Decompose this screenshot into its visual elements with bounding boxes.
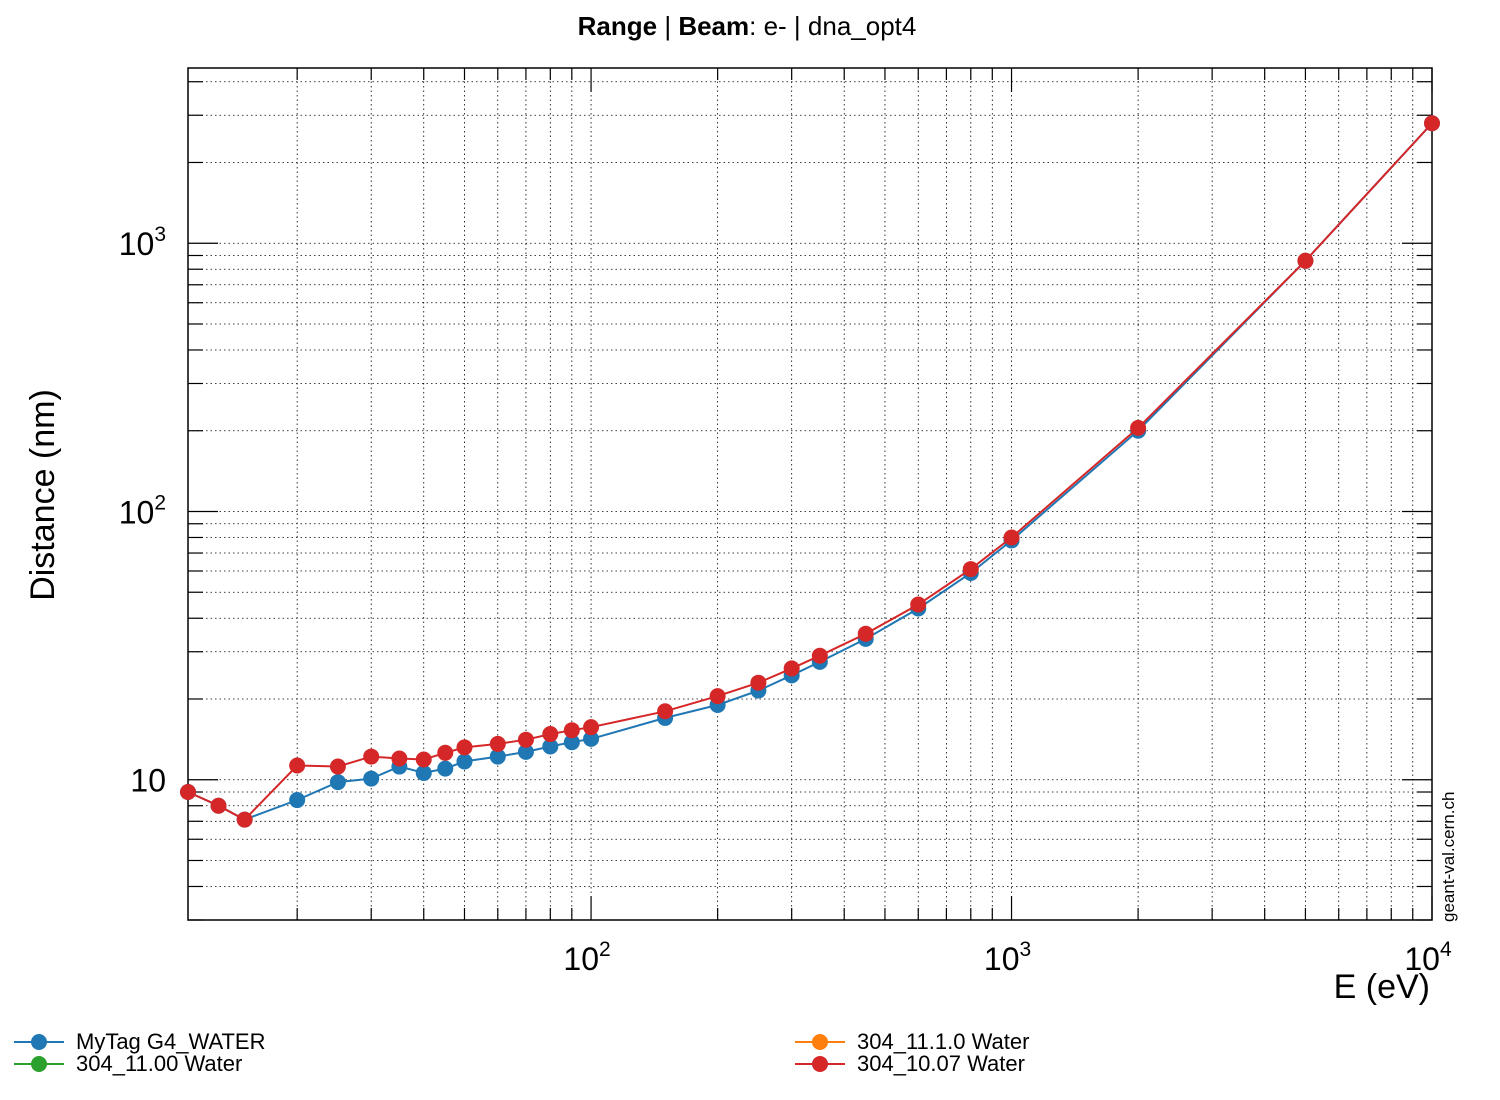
title-range: Range: [578, 11, 657, 41]
legend-label: MyTag G4_WATER: [76, 1029, 265, 1054]
data-point: [1297, 252, 1314, 269]
title-rest: : e- | dna_opt4: [749, 11, 916, 41]
data-point: [910, 596, 927, 613]
data-point: [583, 730, 600, 747]
title-beam: Beam: [678, 11, 749, 41]
data-point: [517, 731, 534, 748]
legend-marker: [812, 1034, 828, 1050]
chart-title: Range | Beam: e- | dna_opt4: [578, 11, 917, 41]
series-0: [180, 115, 1440, 828]
legend-item: 304_10.07 Water: [795, 1051, 1025, 1076]
data-point: [1130, 419, 1147, 436]
data-point: [456, 753, 473, 770]
y-tick-label: 102: [119, 491, 166, 530]
y-axis-label: Distance (nm): [24, 389, 62, 601]
data-point: [583, 719, 600, 736]
y-tick-label: 10: [130, 763, 166, 799]
data-point: [542, 726, 559, 743]
data-point: [563, 722, 580, 739]
tick-labels: 102 103 104 10 102 103: [119, 223, 1452, 977]
legend-marker: [31, 1056, 47, 1072]
data-point: [1003, 529, 1020, 546]
data-point: [391, 750, 408, 767]
data-point: [210, 797, 227, 814]
title-separator: |: [657, 11, 678, 41]
data-point: [811, 647, 828, 664]
legend-item: 304_11.00 Water: [14, 1051, 242, 1076]
data-point: [563, 734, 580, 751]
legend-marker: [812, 1056, 828, 1072]
data-point: [329, 774, 346, 791]
series: [180, 115, 1440, 828]
data-point: [437, 744, 454, 761]
data-point: [363, 748, 380, 765]
data-point: [1424, 115, 1440, 132]
data-point: [363, 770, 380, 787]
data-point: [489, 748, 506, 765]
data-point: [456, 739, 473, 756]
plot-frame: [187, 67, 1433, 921]
series-line: [187, 122, 1433, 821]
data-point: [783, 660, 800, 677]
data-point: [962, 561, 979, 578]
legend-label: 304_11.00 Water: [76, 1051, 242, 1076]
y-tick-label: 103: [119, 223, 166, 262]
data-point: [415, 751, 432, 768]
series-line: [187, 122, 1433, 821]
data-point: [857, 625, 874, 642]
data-point: [437, 760, 454, 777]
legend-item: 304_11.1.0 Water: [795, 1029, 1029, 1054]
legend-label: 304_10.07 Water: [857, 1051, 1025, 1076]
data-point: [709, 688, 726, 705]
data-point: [180, 784, 196, 801]
data-point: [657, 703, 674, 720]
watermark: geant-val.cern.ch: [1439, 792, 1458, 922]
x-axis-label: E (eV): [1334, 968, 1430, 1006]
legend-label: 304_11.1.0 Water: [857, 1029, 1029, 1054]
x-tick-label: 102: [563, 938, 610, 977]
data-point: [750, 674, 767, 691]
data-point: [289, 792, 306, 809]
data-point: [489, 735, 506, 752]
data-point: [517, 743, 534, 760]
grid: [188, 68, 1433, 921]
data-point: [329, 758, 346, 775]
x-tick-label: 104: [1404, 938, 1452, 977]
x-tick-label: 103: [984, 938, 1031, 977]
data-point: [415, 764, 432, 781]
series-3: [180, 115, 1440, 828]
data-point: [289, 757, 306, 774]
data-point: [542, 738, 559, 755]
data-point: [236, 811, 253, 828]
legend-marker: [31, 1034, 47, 1050]
legend-item: MyTag G4_WATER: [14, 1029, 265, 1054]
